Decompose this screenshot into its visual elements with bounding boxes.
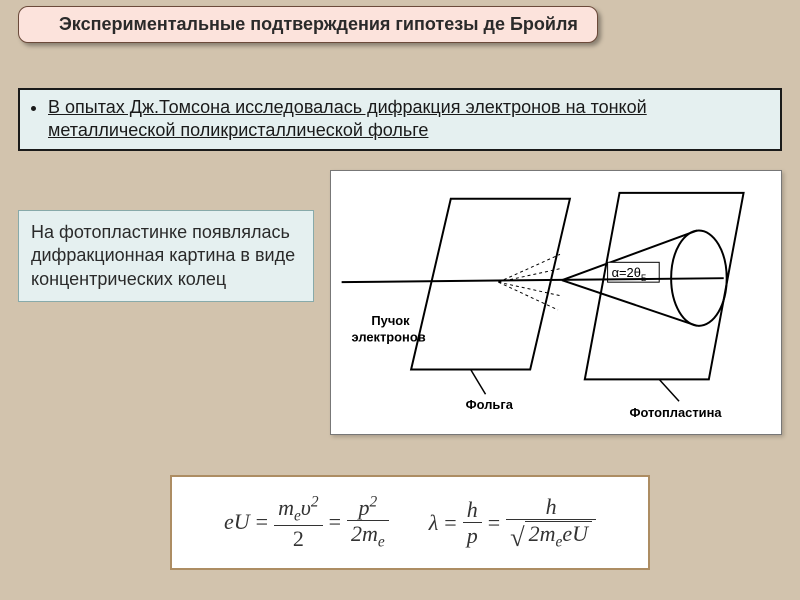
photoplate-plane xyxy=(585,193,744,380)
plate-leader xyxy=(659,379,679,401)
experiment-diagram: α=2θБ Пучок электронов Фольга Фотопласти… xyxy=(331,171,781,434)
title-text: Экспериментальные подтверждения гипотезы… xyxy=(59,14,578,34)
foil-label: Фольга xyxy=(466,397,514,412)
formula-wavelength: λ = h p = h √ 2meeU xyxy=(429,495,596,551)
title-box: Экспериментальные подтверждения гипотезы… xyxy=(18,6,598,43)
result-text: На фотопластинке появлялась дифракционна… xyxy=(31,222,295,289)
formula-box: eU = meυ2 2 = p2 2me λ = h p = h √ 2meeU xyxy=(170,475,650,570)
description-box: В опытах Дж.Томсона исследовалась дифрак… xyxy=(18,88,782,151)
foil-leader xyxy=(471,369,486,394)
formula-energy: eU = meυ2 2 = p2 2me xyxy=(224,495,389,551)
plate-label: Фотопластина xyxy=(629,405,722,420)
description-text: В опытах Дж.Томсона исследовалась дифрак… xyxy=(48,97,647,140)
foil-plane xyxy=(411,199,570,370)
angle-label: α=2θ xyxy=(612,265,641,280)
beam-label-l1: Пучок xyxy=(371,313,410,328)
diagram-frame: α=2θБ Пучок электронов Фольга Фотопласти… xyxy=(330,170,782,435)
beam-label-l2: электронов xyxy=(352,330,426,345)
result-box: На фотопластинке появлялась дифракционна… xyxy=(18,210,314,302)
